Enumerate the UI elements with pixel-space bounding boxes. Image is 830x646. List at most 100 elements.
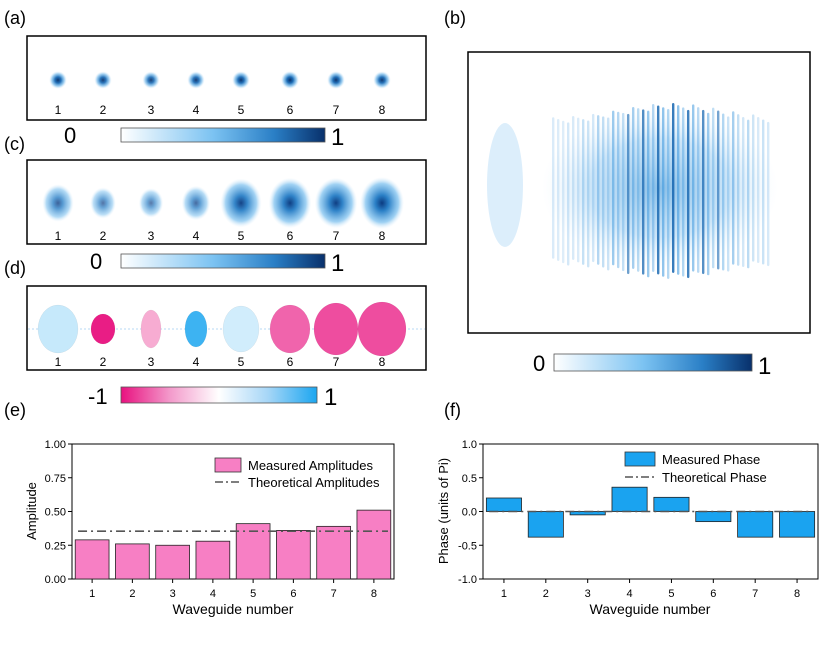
panel-b-fringe [677,105,680,275]
x-tick-label: 5 [250,588,256,600]
bar-7 [316,525,351,580]
panel-b-fringe [732,111,735,265]
panel-b-fringe [652,104,655,272]
panel-a-spot-label: 7 [333,103,340,117]
panel-a-spot-3 [142,71,160,89]
panel-a-spot-label: 3 [148,103,155,117]
panel-c-spot-label: 4 [193,229,200,243]
panel-b-fringe [627,113,630,275]
amplitude-bars [74,509,392,580]
x-tick-label: 6 [290,588,296,600]
bar-4 [611,486,648,512]
amplitude-legend: Measured Amplitudes Theoretical Amplitud… [214,457,380,490]
x-tick-label: 7 [752,588,758,600]
phase-legend: Measured Phase Theoretical Phase [624,451,767,485]
panel-b-fringe [697,107,700,273]
panel-a-spot-6 [281,71,299,89]
bar-8 [779,511,816,538]
panel-d-spots: 1 2 3 4 5 6 7 8 [28,301,425,369]
phase-x-ticks: 1 2 3 4 5 6 7 8 [501,579,800,600]
y-tick-label: -0.5 [458,540,477,552]
bar-3 [155,544,190,580]
colorbar-c-min: 0 [90,249,102,274]
panel-label-b: (b) [444,8,466,28]
panel-b-fringe [562,120,565,264]
panel-b-fringe [582,119,585,265]
legend-measured-amplitudes-swatch [214,457,242,473]
panel-b-fringe [632,106,635,270]
legend-theoretical-amplitudes: Theoretical Amplitudes [248,475,380,490]
panel-d-spot-label: 2 [100,355,107,369]
panel-b-fringe [622,112,625,272]
panel-b-fringe [727,116,730,272]
panel-c-spot-2 [90,187,116,219]
panel-label-e: (e) [4,400,26,420]
panel-b-fringe [597,115,600,265]
panel-b-fringe [752,114,755,262]
bar-6 [276,530,311,580]
bar-5 [653,496,690,512]
y-tick-label: 0.75 [45,473,66,485]
legend-measured-phase: Measured Phase [662,452,760,467]
panel-b-fringe [657,105,660,275]
x-tick-label: 3 [585,588,591,600]
panel-b-fringe [612,110,615,266]
colorbar-a [120,127,326,143]
panel-b-fringe [572,116,575,260]
panel-b-left-haze [487,123,523,247]
panel-b-fringe [702,109,705,275]
panel-b-fringe [592,113,595,263]
panel-b-fringe [552,117,555,259]
panel-d-spot-7 [313,302,359,356]
panel-a-spot-label: 2 [100,103,107,117]
panel-b-fringe [747,119,750,269]
colorbar-c [120,253,326,269]
panel-b-fringe [577,117,580,263]
panel-b-fringe [737,114,740,266]
panel-b-fringe [607,117,610,271]
panel-d-spot-4 [184,310,208,348]
phase-y-label: Phase (units of Pi) [436,458,451,564]
colorbar-b-min: 0 [533,351,545,376]
x-tick-label: 5 [668,588,674,600]
panel-b-fringe [662,107,665,277]
panel-c-spot-1 [42,184,74,222]
bar-1 [74,539,110,580]
bar-7 [737,511,774,538]
panel-a-spot-8 [373,71,391,89]
x-tick-label: 6 [710,588,716,600]
panel-b-fringe [667,109,670,279]
bar-1 [485,497,522,512]
phase-y-ticks: -1.0 -0.5 0.0 0.5 1.0 [458,439,483,586]
y-tick-label: 0.50 [45,507,66,519]
y-tick-label: 0.25 [45,540,66,552]
panel-d-spot-label: 3 [148,355,155,369]
colorbar-a-max: 1 [331,124,344,151]
y-tick-label: -1.0 [458,574,477,586]
panel-b-fringe [672,103,675,273]
panel-b-fringe [687,109,690,279]
panel-a-spot-label: 8 [379,103,386,117]
panel-d-spot-6 [269,304,311,354]
panel-d-spot-label: 7 [333,355,340,369]
panel-c-spot-label: 6 [287,229,294,243]
panel-b-fringe [682,107,685,277]
bar-4 [195,540,231,580]
panel-label-f: (f) [444,400,461,420]
x-tick-label: 1 [89,588,95,600]
x-tick-label: 4 [627,588,633,600]
panel-d-spot-label: 1 [55,355,62,369]
x-tick-label: 3 [170,588,176,600]
panel-label-a: (a) [4,8,26,28]
panel-b-stripes [552,103,770,279]
colorbar-c-max: 1 [331,250,344,277]
phase-bars [485,486,816,538]
amplitude-y-ticks: 0.00 0.25 0.50 0.75 1.00 [45,439,72,586]
panel-a-spot-label: 4 [193,103,200,117]
panel-a-spot-label: 5 [238,103,245,117]
panel-b-fringe [712,107,715,269]
panel-b-fringe [762,119,765,265]
x-tick-label: 1 [501,588,507,600]
panel-b-fringe [717,110,720,270]
